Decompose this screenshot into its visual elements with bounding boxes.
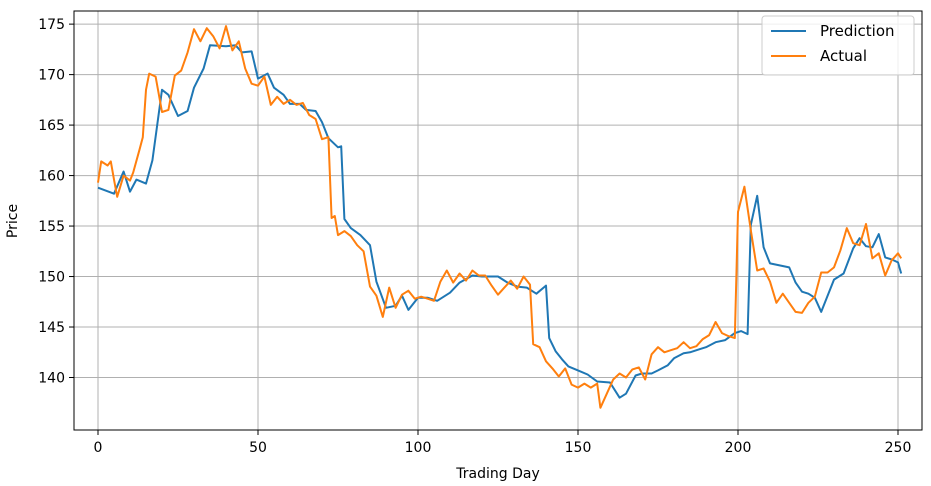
legend-label-prediction: Prediction	[820, 22, 895, 40]
x-tick-label: 50	[249, 440, 267, 456]
y-tick-label: 145	[38, 320, 65, 336]
y-axis-ticks: 140 145 150 155 160 165 170 175	[38, 17, 74, 386]
x-tick-label: 200	[725, 440, 752, 456]
x-axis-ticks: 0 50 100 150 200 250	[94, 430, 912, 456]
x-tick-label: 250	[885, 440, 912, 456]
plot-series	[97, 25, 903, 409]
y-tick-label: 175	[38, 17, 65, 33]
legend-label-actual: Actual	[820, 47, 867, 65]
series-line-prediction	[97, 44, 903, 399]
y-tick-label: 160	[38, 169, 65, 185]
y-axis-label: Price	[5, 204, 21, 238]
x-tick-label: 100	[405, 440, 432, 456]
x-axis-label: Trading Day	[455, 466, 539, 482]
y-tick-label: 155	[38, 219, 65, 235]
legend: Prediction Actual	[761, 15, 915, 76]
y-tick-label: 165	[38, 118, 65, 134]
y-tick-label: 140	[38, 370, 65, 386]
y-tick-label: 170	[38, 68, 65, 84]
grid-lines	[74, 11, 922, 430]
x-tick-label: 150	[565, 440, 592, 456]
plot-frame	[73, 10, 923, 431]
series-line-actual	[97, 25, 903, 409]
x-tick-label: 0	[94, 440, 103, 456]
y-tick-label: 150	[38, 270, 65, 286]
